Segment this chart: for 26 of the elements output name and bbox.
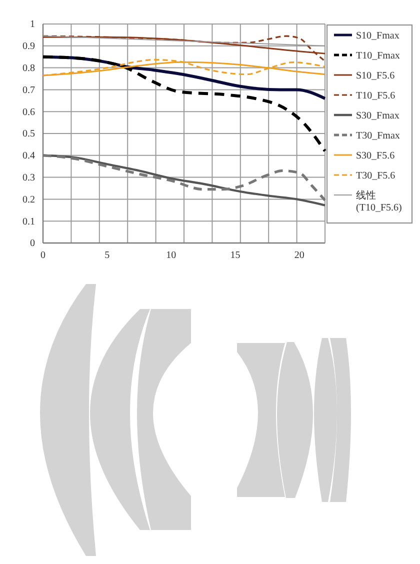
y-tick-label: 0.6: [22, 106, 35, 118]
legend-label: S10_Fmax: [356, 30, 400, 42]
x-tick-label: 15: [230, 250, 240, 262]
y-tick-label: 0.8: [22, 63, 35, 74]
legend-label: 线性(T10_F5.6): [356, 190, 402, 214]
line-series: [42, 55, 326, 153]
x-tick-label: 20: [294, 250, 304, 262]
y-tick-label: 0.9: [22, 41, 35, 52]
y-tick-label: 0.2: [22, 194, 35, 206]
y-tick-label: 0.5: [22, 128, 35, 140]
y-tick-label: 0.7: [22, 84, 35, 96]
x-tick-label: 10: [166, 250, 176, 262]
y-tick-label: 1: [30, 19, 35, 30]
legend-label: T30_F5.6: [356, 170, 396, 182]
legend-label: S30_Fmax: [356, 110, 400, 122]
y-tick-label: 0: [30, 238, 35, 250]
legend-label: T30_Fmax: [356, 130, 400, 142]
x-tick-label: 5: [104, 250, 110, 262]
legend-label: T10_Fmax: [356, 50, 400, 62]
legend-label: S10_F5.6: [356, 70, 395, 82]
legend-label: S30_F5.6: [356, 150, 395, 162]
legend-label: T10_F5.6: [356, 90, 396, 102]
y-tick-label: 0.3: [22, 172, 35, 184]
y-tick-label: 0.1: [22, 216, 35, 228]
y-tick-label: 0.4: [22, 150, 35, 162]
x-tick-label: 0: [40, 250, 46, 262]
